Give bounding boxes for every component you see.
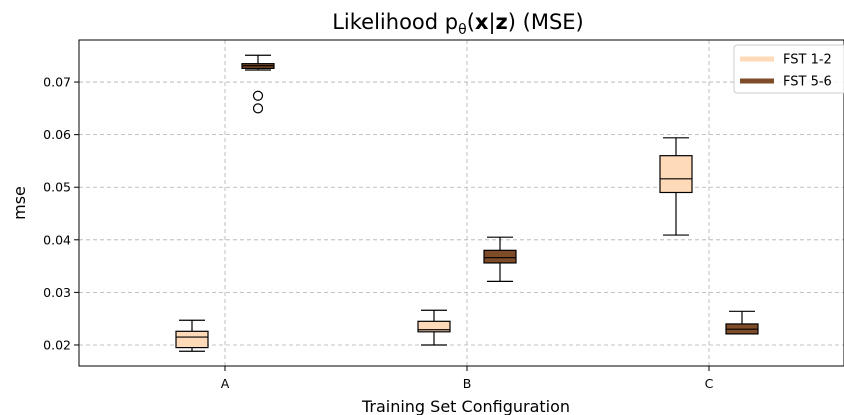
chart-title: Likelihood pθ(x|z) (MSE) bbox=[332, 10, 584, 38]
y-tick-label: 0.06 bbox=[43, 127, 71, 142]
box-fst-1-2-a bbox=[175, 319, 209, 352]
x-axis-label: Training Set Configuration bbox=[361, 397, 570, 415]
grid-lines bbox=[79, 40, 844, 366]
x-tick-label: A bbox=[221, 376, 230, 391]
box-iqr bbox=[483, 249, 517, 264]
y-tick-label: 0.05 bbox=[43, 180, 71, 195]
plot-area-frame bbox=[78, 39, 844, 367]
y-tick-label: 0.04 bbox=[43, 232, 71, 247]
outlier-point bbox=[252, 103, 264, 114]
legend: FST 1-2 FST 5-6 bbox=[733, 44, 844, 94]
box-fst-5-6-a bbox=[241, 54, 275, 114]
x-tick-label: B bbox=[463, 376, 472, 391]
y-tick-label: 0.07 bbox=[43, 75, 71, 90]
outlier-point bbox=[252, 90, 264, 101]
axis-ticks: 0.02 0.03 0.04 0.05 0.06 0.07 A B C bbox=[43, 75, 713, 391]
box-series bbox=[175, 54, 759, 352]
box-fst-5-6-b bbox=[483, 236, 517, 282]
box-iqr bbox=[417, 320, 451, 333]
x-tick-label: C bbox=[705, 376, 714, 391]
box-fst-1-2-c bbox=[659, 137, 693, 236]
box-fst-1-2-b bbox=[417, 309, 451, 346]
y-tick-label: 0.02 bbox=[43, 337, 71, 352]
y-axis-label: mse bbox=[10, 186, 29, 220]
legend-label: FST 5-6 bbox=[783, 75, 832, 90]
y-tick-label: 0.03 bbox=[43, 285, 71, 300]
box-iqr bbox=[175, 330, 209, 349]
box-fst-5-6-c bbox=[725, 310, 759, 335]
box-iqr bbox=[659, 155, 693, 194]
legend-label: FST 1-2 bbox=[783, 53, 832, 68]
